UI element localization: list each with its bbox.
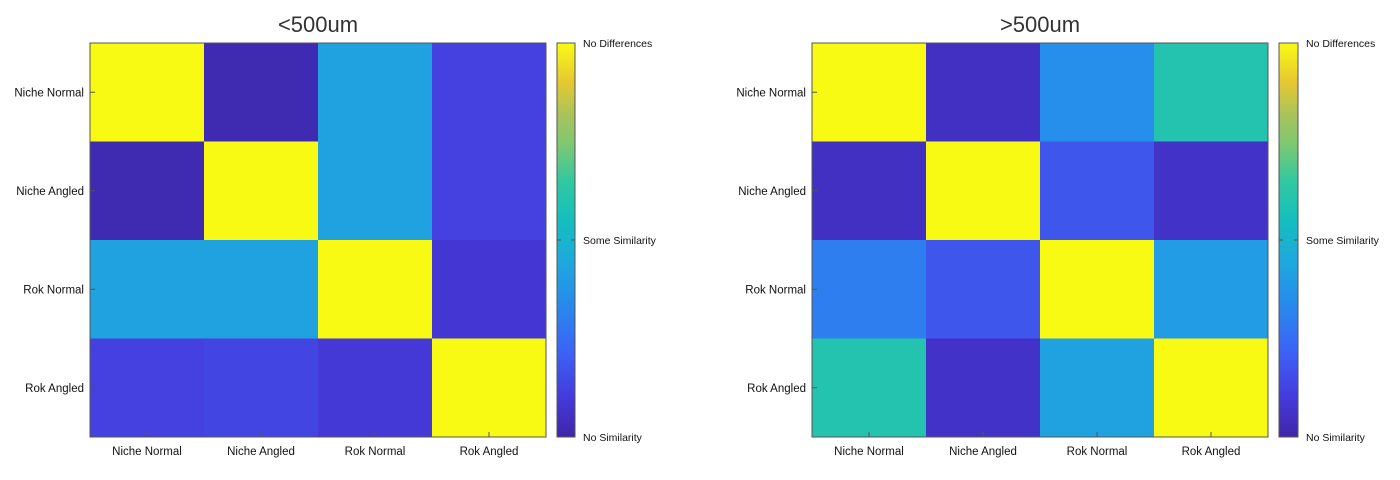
y-tick-label: Rok Angled xyxy=(747,383,806,395)
x-tick-labels: Niche Normal Niche Angled Rok Normal Rok An… xyxy=(834,432,1240,458)
x-tick-label: Rok Angled xyxy=(1182,446,1241,458)
y-tick-label: Niche Normal xyxy=(736,87,806,99)
x-tick-label: Niche Normal xyxy=(112,446,182,458)
x-tick-label: Rok Normal xyxy=(345,446,406,458)
x-tick-labels: Niche Normal Niche Angled Rok Normal Rok An… xyxy=(112,432,518,458)
heatmap-cells xyxy=(90,43,547,438)
heatmap-cell xyxy=(812,338,927,438)
x-tick-label: Niche Normal xyxy=(834,446,904,458)
y-tick-label: Niche Angled xyxy=(16,186,84,198)
heatmap-cell xyxy=(432,338,547,438)
y-tick-label: Rok Normal xyxy=(745,284,806,296)
heatmap-cell xyxy=(90,141,205,241)
heatmap-cell xyxy=(812,240,927,339)
x-tick-label: Niche Angled xyxy=(227,446,295,458)
heatmap-cell xyxy=(318,240,433,339)
heatmap-cell xyxy=(926,338,1041,438)
heatmap-cell xyxy=(432,240,547,339)
heatmap-cell xyxy=(1154,240,1269,339)
colorbar-label: No Differences xyxy=(583,38,652,50)
heatmap-cell xyxy=(1154,43,1269,142)
heatmap-cell xyxy=(432,141,547,241)
heatmap-cell xyxy=(926,43,1041,142)
y-tick-labels: Niche Normal Niche Angled Rok Normal Rok An… xyxy=(14,87,95,395)
heatmap-cell xyxy=(1040,338,1155,438)
colorbar-label: No Similarity xyxy=(583,432,643,444)
heatmap-cell xyxy=(1154,338,1269,438)
heatmap-cell xyxy=(90,240,205,339)
colorbar-label: Some Similarity xyxy=(1306,235,1380,247)
heatmap-panel-small: <500um Niche Normal Niche Angled Rok Norma… xyxy=(14,12,656,458)
heatmap-cell xyxy=(926,240,1041,339)
y-tick-labels: Niche Normal Niche Angled Rok Normal Rok An… xyxy=(736,87,817,395)
x-tick-label: Niche Angled xyxy=(949,446,1017,458)
y-tick-label: Rok Normal xyxy=(23,284,84,296)
heatmap-cell xyxy=(90,43,205,142)
heatmap-cell xyxy=(812,43,927,142)
heatmap-cell xyxy=(926,141,1041,241)
heatmap-cell xyxy=(1040,43,1155,142)
heatmap-cell xyxy=(1040,141,1155,241)
heatmap-cell xyxy=(812,141,927,241)
heatmap-cell xyxy=(204,338,319,438)
heatmap-cell xyxy=(204,240,319,339)
heatmap-cell xyxy=(204,43,319,142)
heatmap-cell xyxy=(1040,240,1155,339)
colorbar: No Differences Some Similarity No Similari… xyxy=(556,38,657,444)
y-tick-label: Niche Normal xyxy=(14,87,84,99)
heatmap-cell xyxy=(318,141,433,241)
plot-frame xyxy=(89,42,547,438)
chart-title: >500um xyxy=(1000,12,1080,37)
heatmap-cell xyxy=(432,43,547,142)
heatmap-cell xyxy=(90,338,205,438)
colorbar: No Differences Some Similarity No Similari… xyxy=(1278,38,1380,444)
x-tick-label: Rok Angled xyxy=(460,446,519,458)
heatmap-cells xyxy=(812,43,1269,438)
colorbar-label: Some Similarity xyxy=(583,235,657,247)
heatmap-cell xyxy=(204,141,319,241)
colorbar-label: No Differences xyxy=(1306,38,1375,50)
y-tick-label: Rok Angled xyxy=(25,383,84,395)
colorbar-label: No Similarity xyxy=(1306,432,1366,444)
chart-title: <500um xyxy=(278,12,358,37)
plot-frame xyxy=(811,42,1269,438)
heatmap-cell xyxy=(318,338,433,438)
heatmap-cell xyxy=(1154,141,1269,241)
x-tick-label: Rok Normal xyxy=(1067,446,1128,458)
heatmap-panel-large: >500um Niche Normal Niche Angled Rok Norma… xyxy=(736,12,1379,458)
y-tick-label: Niche Angled xyxy=(738,186,806,198)
heatmap-cell xyxy=(318,43,433,142)
